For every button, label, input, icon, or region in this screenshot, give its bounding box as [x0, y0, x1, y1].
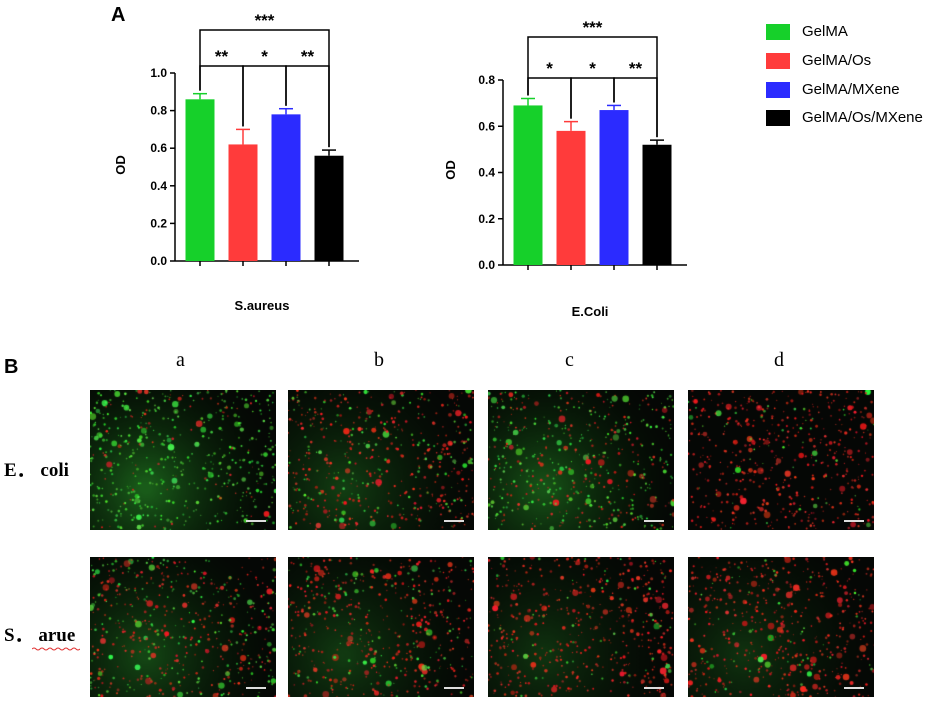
s-aureus-significance-label: *	[261, 47, 268, 66]
scale-bar	[246, 520, 266, 522]
s-aureus-y-tick-label: 0.8	[150, 104, 167, 118]
legend-label: GelMA	[802, 23, 848, 40]
s-aureus-y-tick-label: 1.0	[150, 66, 167, 80]
e-coli-y-label: OD	[443, 160, 458, 180]
fluorescence-image	[90, 390, 276, 530]
e-coli-y-tick-label: 0.0	[478, 258, 495, 272]
micrograph-s-arue-c	[488, 557, 674, 697]
row-label-e-coli: E． coli	[4, 460, 69, 481]
micrograph-e-coli-c	[488, 390, 674, 530]
s-aureus-bar-1	[185, 99, 215, 261]
micrograph-s-arue-d	[688, 557, 874, 697]
column-label-b: b	[374, 349, 384, 371]
fluorescence-image	[90, 557, 276, 697]
e-coli-x-label: E.Coli	[572, 304, 609, 319]
s-aureus-y-tick-label: 0.4	[150, 179, 167, 193]
scale-bar	[844, 520, 864, 522]
scale-bar	[644, 687, 664, 689]
micrograph-e-coli-b	[288, 390, 474, 530]
fluorescence-image	[288, 390, 474, 530]
e-coli-y-tick-label: 0.2	[478, 212, 495, 226]
s-aureus-significance-bracket	[199, 29, 330, 148]
spellcheck-underline	[32, 647, 80, 651]
s-aureus-significance-label: ***	[255, 11, 275, 30]
e-coli-significance-label: *	[546, 59, 553, 78]
s-aureus-y-label: OD	[113, 155, 128, 175]
e-coli-y-tick-label: 0.4	[478, 166, 495, 180]
e-coli-significance-label: ***	[583, 18, 603, 37]
e-coli-y-tick-label: 0.6	[478, 119, 495, 133]
e-coli-bar-2	[556, 130, 586, 265]
panel-a-letter: A	[111, 4, 126, 26]
fluorescence-image	[688, 557, 874, 697]
scale-bar	[444, 520, 464, 522]
s-aureus-y-tick-label: 0.6	[150, 141, 167, 155]
legend-label: GelMA/Os/MXene	[802, 109, 923, 126]
legend-label: GelMA/Os	[802, 52, 872, 69]
micrograph-s-arue-a	[90, 557, 276, 697]
e-coli-significance-label: **	[629, 59, 643, 78]
column-label-a: a	[176, 349, 185, 371]
legend-swatch	[766, 82, 790, 98]
e-coli-bar-3	[599, 110, 629, 265]
panel-b-letter: B	[4, 356, 19, 378]
fluorescence-image	[688, 390, 874, 530]
fluorescence-image	[288, 557, 474, 697]
scale-bar	[644, 520, 664, 522]
s-aureus-y-tick-label: 0.0	[150, 254, 167, 268]
e-coli-bar-4	[642, 144, 672, 265]
s-aureus-bar-4	[314, 155, 344, 261]
row-label-s-arue: S． arue	[4, 625, 76, 646]
legend-swatch	[766, 53, 790, 69]
micrograph-s-arue-b	[288, 557, 474, 697]
scale-bar	[246, 687, 266, 689]
legend-label: GelMA/MXene	[802, 81, 900, 98]
s-aureus-bar-3	[271, 114, 301, 261]
fluorescence-image	[488, 557, 674, 697]
s-aureus-y-tick-label: 0.2	[150, 216, 167, 230]
s-aureus-significance-label: **	[215, 47, 229, 66]
fluorescence-image	[488, 390, 674, 530]
scale-bar	[444, 687, 464, 689]
column-label-d: d	[774, 349, 784, 371]
legend-swatch	[766, 110, 790, 126]
s-aureus-significance-label: **	[301, 47, 315, 66]
e-coli-bar-1	[513, 105, 543, 265]
e-coli-y-tick-label: 0.8	[478, 73, 495, 87]
scale-bar	[844, 687, 864, 689]
e-coli-significance-label: *	[589, 59, 596, 78]
e-coli-significance-bracket	[527, 36, 658, 138]
micrograph-e-coli-a	[90, 390, 276, 530]
legend-swatch	[766, 24, 790, 40]
micrograph-e-coli-d	[688, 390, 874, 530]
s-aureus-bar-2	[228, 144, 258, 261]
s-aureus-x-label: S.aureus	[235, 298, 290, 313]
column-label-c: c	[565, 349, 574, 371]
